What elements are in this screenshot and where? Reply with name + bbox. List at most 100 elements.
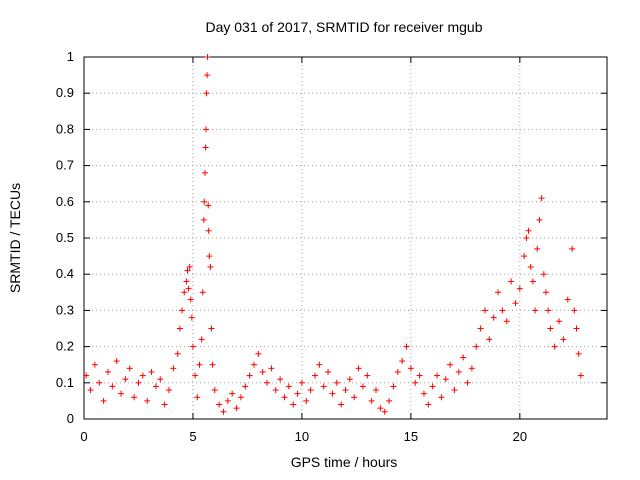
x-axis-title: GPS time / hours bbox=[291, 454, 398, 470]
data-point bbox=[200, 216, 207, 223]
data-point bbox=[139, 372, 146, 379]
data-point bbox=[170, 365, 177, 372]
data-point bbox=[184, 267, 191, 274]
data-point bbox=[416, 372, 423, 379]
data-point bbox=[91, 361, 98, 368]
y-tick-label: 1 bbox=[67, 49, 74, 64]
data-point bbox=[577, 372, 584, 379]
data-point bbox=[201, 198, 208, 205]
data-point bbox=[157, 376, 164, 383]
data-point bbox=[573, 325, 580, 332]
data-point bbox=[503, 318, 510, 325]
data-point bbox=[268, 365, 275, 372]
data-point bbox=[224, 397, 231, 404]
data-point bbox=[486, 336, 493, 343]
data-point bbox=[499, 307, 506, 314]
data-point bbox=[201, 169, 208, 176]
data-point bbox=[329, 390, 336, 397]
data-point bbox=[575, 350, 582, 357]
data-point bbox=[477, 325, 484, 332]
data-point bbox=[368, 397, 375, 404]
data-point bbox=[508, 278, 515, 285]
data-point bbox=[545, 307, 552, 314]
data-point bbox=[237, 394, 244, 401]
y-tick-label: 0.5 bbox=[56, 230, 74, 245]
data-point bbox=[490, 314, 497, 321]
x-tick-label: 5 bbox=[189, 429, 196, 444]
data-point bbox=[464, 379, 471, 386]
data-point bbox=[320, 383, 327, 390]
data-point bbox=[536, 216, 543, 223]
data-point bbox=[342, 387, 349, 394]
data-point bbox=[165, 387, 172, 394]
data-point bbox=[205, 227, 212, 234]
data-point bbox=[189, 343, 196, 350]
data-point bbox=[373, 387, 380, 394]
data-point bbox=[564, 296, 571, 303]
data-point bbox=[203, 126, 210, 133]
data-point bbox=[122, 376, 129, 383]
chart-title: Day 031 of 2017, SRMTID for receiver mgu… bbox=[205, 19, 482, 35]
x-tick-label: 0 bbox=[80, 429, 87, 444]
data-point bbox=[394, 368, 401, 375]
data-point bbox=[206, 253, 213, 260]
data-point bbox=[468, 365, 475, 372]
data-point bbox=[540, 271, 547, 278]
data-point bbox=[174, 350, 181, 357]
data-point bbox=[277, 376, 284, 383]
data-point bbox=[571, 307, 578, 314]
data-point bbox=[202, 144, 209, 151]
y-axis: 0 0.1 0.2 0.3 0.4 0.5 0.6 0.7 0.8 0.9 1 bbox=[56, 49, 607, 426]
data-point bbox=[451, 387, 458, 394]
data-point bbox=[272, 387, 279, 394]
data-point bbox=[208, 325, 215, 332]
data-point bbox=[285, 383, 292, 390]
data-point bbox=[281, 394, 288, 401]
x-tick-label: 15 bbox=[404, 429, 418, 444]
data-point bbox=[199, 289, 206, 296]
data-point bbox=[204, 72, 211, 79]
data-point bbox=[303, 397, 310, 404]
data-point bbox=[338, 401, 345, 408]
data-point bbox=[311, 372, 318, 379]
data-point bbox=[181, 289, 188, 296]
data-point bbox=[250, 361, 257, 368]
data-point bbox=[364, 372, 371, 379]
data-point bbox=[118, 390, 125, 397]
data-point bbox=[87, 387, 94, 394]
data-point bbox=[438, 394, 445, 401]
data-point bbox=[525, 227, 532, 234]
data-point bbox=[532, 307, 539, 314]
data-point bbox=[131, 394, 138, 401]
data-point bbox=[183, 278, 190, 285]
data-point bbox=[447, 361, 454, 368]
data-point bbox=[298, 379, 305, 386]
data-point bbox=[377, 405, 384, 412]
data-point bbox=[188, 314, 195, 321]
data-point bbox=[346, 376, 353, 383]
data-point bbox=[527, 263, 534, 270]
data-point bbox=[429, 383, 436, 390]
data-point bbox=[148, 368, 155, 375]
x-axis: 0 5 10 15 20 bbox=[80, 57, 527, 444]
data-point bbox=[333, 379, 340, 386]
data-point bbox=[186, 263, 193, 270]
y-tick-label: 0.4 bbox=[56, 266, 74, 281]
data-point bbox=[109, 383, 116, 390]
y-tick-label: 0.9 bbox=[56, 85, 74, 100]
data-point bbox=[187, 296, 194, 303]
data-point bbox=[381, 408, 388, 415]
data-point bbox=[403, 343, 410, 350]
data-point bbox=[242, 383, 249, 390]
data-point bbox=[179, 307, 186, 314]
data-point bbox=[386, 397, 393, 404]
y-tick-label: 0.2 bbox=[56, 339, 74, 354]
data-point bbox=[420, 390, 427, 397]
data-point bbox=[294, 390, 301, 397]
data-point bbox=[547, 325, 554, 332]
data-point bbox=[96, 379, 103, 386]
data-point bbox=[529, 278, 536, 285]
data-point bbox=[220, 408, 227, 415]
data-point bbox=[207, 263, 214, 270]
data-point bbox=[359, 383, 366, 390]
